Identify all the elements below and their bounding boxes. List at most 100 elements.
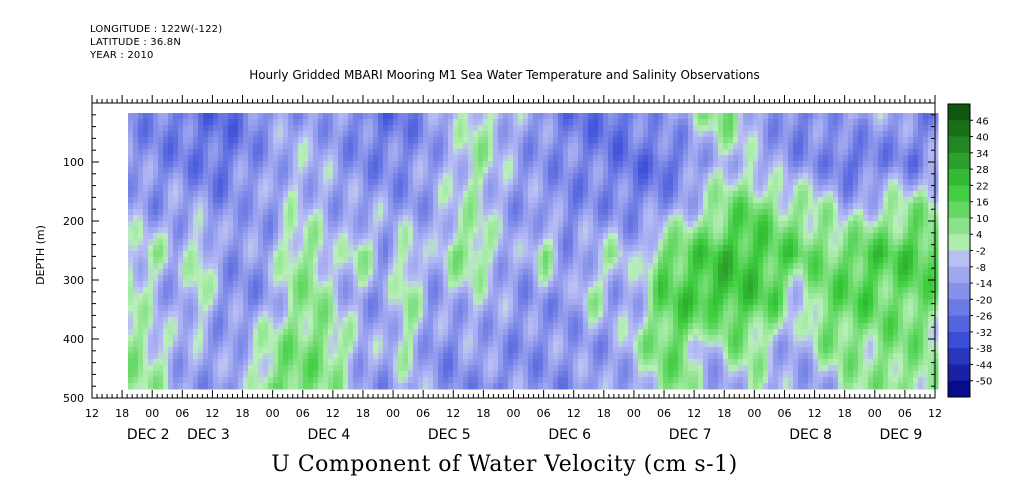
field-cell (208, 209, 214, 216)
field-cell (668, 215, 674, 222)
field-cell (728, 155, 734, 162)
field-cell (653, 209, 659, 216)
field-cell (923, 251, 929, 258)
field-cell (648, 119, 654, 126)
field-cell (288, 185, 294, 192)
field-cell (583, 215, 589, 222)
field-cell (778, 119, 784, 126)
field-cell (673, 119, 679, 126)
field-cell (668, 113, 674, 120)
field-cell (883, 221, 889, 228)
field-cell (873, 209, 879, 216)
field-cell (728, 119, 734, 126)
field-cell (348, 125, 354, 132)
field-cell (518, 269, 524, 276)
field-cell (428, 191, 434, 198)
field-cell (818, 125, 824, 132)
field-cell (343, 263, 349, 270)
field-cell (528, 209, 534, 216)
field-cell (683, 269, 689, 276)
field-cell (733, 227, 739, 234)
field-cell (493, 215, 499, 222)
field-cell (453, 149, 459, 156)
field-cell (713, 131, 719, 138)
field-cell (763, 155, 769, 162)
field-cell (253, 239, 259, 246)
field-cell (903, 251, 909, 258)
field-cell (873, 203, 879, 210)
field-cell (293, 191, 299, 198)
field-cell (168, 203, 174, 210)
field-cell (848, 197, 854, 204)
field-cell (368, 281, 374, 288)
field-cell (278, 149, 284, 156)
field-cell (698, 287, 704, 294)
field-cell (348, 197, 354, 204)
field-cell (538, 203, 544, 210)
field-cell (248, 281, 254, 288)
field-cell (848, 155, 854, 162)
field-cell (918, 275, 924, 282)
field-cell (753, 185, 759, 192)
field-cell (233, 161, 239, 168)
field-cell (233, 137, 239, 144)
field-cell (733, 179, 739, 186)
field-cell (808, 209, 814, 216)
field-cell (908, 185, 914, 192)
field-cell (528, 203, 534, 210)
field-cell (813, 227, 819, 234)
field-cell (223, 137, 229, 144)
field-cell (143, 143, 149, 150)
field-cell (368, 155, 374, 162)
field-cell (878, 191, 884, 198)
field-cell (198, 293, 204, 300)
field-cell (258, 269, 264, 276)
field-cell (198, 113, 204, 120)
field-cell (238, 203, 244, 210)
field-cell (468, 179, 474, 186)
field-cell (713, 251, 719, 258)
field-cell (508, 239, 514, 246)
field-cell (573, 119, 579, 126)
field-cell (583, 143, 589, 150)
field-cell (728, 263, 734, 270)
field-cell (288, 179, 294, 186)
field-cell (423, 227, 429, 234)
field-cell (218, 125, 224, 132)
field-cell (923, 257, 929, 264)
field-cell (628, 203, 634, 210)
field-cell (658, 209, 664, 216)
field-cell (383, 269, 389, 276)
field-cell (768, 281, 774, 288)
field-cell (218, 233, 224, 240)
field-cell (368, 143, 374, 150)
field-cell (283, 131, 289, 138)
field-cell (208, 137, 214, 144)
field-cell (178, 119, 184, 126)
field-cell (528, 155, 534, 162)
field-cell (658, 113, 664, 120)
field-cell (403, 293, 409, 300)
field-cell (583, 251, 589, 258)
field-cell (378, 197, 384, 204)
field-cell (728, 173, 734, 180)
field-cell (368, 125, 374, 132)
field-cell (843, 137, 849, 144)
field-cell (608, 113, 614, 120)
field-cell (878, 221, 884, 228)
field-cell (698, 257, 704, 264)
field-cell (803, 125, 809, 132)
field-cell (703, 287, 709, 294)
field-cell (853, 125, 859, 132)
field-cell (778, 239, 784, 246)
field-cell (628, 293, 634, 300)
field-cell (658, 239, 664, 246)
field-cell (773, 275, 779, 282)
field-cell (523, 263, 529, 270)
field-cell (218, 275, 224, 282)
field-cell (843, 179, 849, 186)
field-cell (893, 155, 899, 162)
field-cell (563, 155, 569, 162)
field-cell (338, 203, 344, 210)
field-cell (498, 257, 504, 264)
